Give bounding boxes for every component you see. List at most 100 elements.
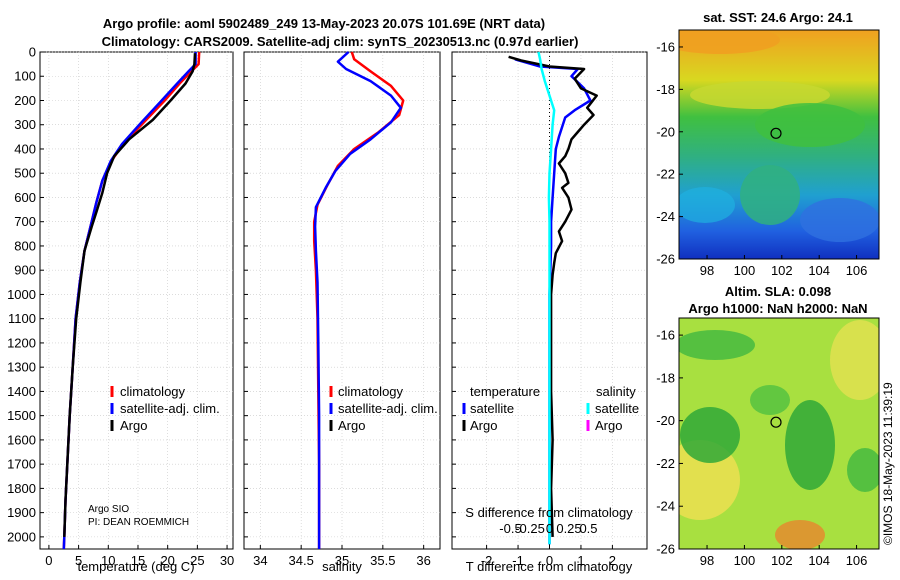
- x-tick-label: 30: [220, 553, 234, 568]
- map-x-tick-label: 104: [808, 263, 830, 278]
- sla-map-frame: [678, 317, 880, 550]
- map-y-tick-label: -26: [656, 542, 675, 557]
- x-tick-label: 35: [335, 553, 349, 568]
- salinity-xlabel: salinity: [322, 559, 362, 574]
- map-y-tick-label: -16: [656, 39, 675, 54]
- imos-credit: ©IMOS 18-May-2023 11:39:19: [881, 382, 895, 545]
- legend-label-t-argo: Argo: [470, 418, 497, 433]
- salinity-axes-box: [243, 51, 441, 550]
- y-tick-label: 400: [14, 141, 36, 156]
- y-tick-label: 1900: [7, 505, 36, 520]
- sst-yellow-patch: [690, 81, 830, 109]
- argo-location-marker: [770, 416, 782, 428]
- salinity-panel: 34 34.5 35 35.5 36 salinity climatology sate…: [243, 51, 441, 574]
- sla-field: [679, 318, 879, 549]
- y-tick-label: 1100: [8, 311, 36, 326]
- x-tick-label: 0: [45, 553, 52, 568]
- x-tick-label: 36: [416, 553, 430, 568]
- map-y-tick-label: -18: [656, 82, 675, 97]
- title-line2: Climatology: CARS2009. Satellite-adj cli…: [102, 34, 579, 49]
- sla-yellow-patch: [830, 320, 879, 400]
- s-difference-label: S difference from climatology: [465, 505, 633, 520]
- series-line-argo: [63, 53, 197, 537]
- sst-map-frame: [678, 29, 880, 260]
- x-tick-label: 34: [253, 553, 267, 568]
- temperature-legend: climatology satellite-adj. clim. Argo: [110, 384, 220, 433]
- map-y-tick-label: -24: [656, 209, 675, 224]
- x-tick-label: -2: [481, 553, 493, 568]
- difference-xlabel: T difference from climatology: [466, 559, 633, 574]
- x-tick-label: 20: [160, 553, 174, 568]
- x-tick-label: 2: [609, 553, 616, 568]
- x-tick-label: 15: [131, 553, 145, 568]
- series-line-t-argo: [508, 55, 598, 537]
- sst-green-patch: [755, 103, 865, 147]
- sla-yellow-patch: [679, 440, 740, 520]
- sst-warm-patch: [679, 30, 780, 54]
- y-tick-label: 1500: [7, 408, 36, 423]
- temperature-panel: 0100200300400500600700800900100011001200…: [7, 45, 234, 575]
- map-y-tick-label: -20: [656, 124, 675, 139]
- y-tick-label: 500: [14, 166, 36, 181]
- sst-teal-patch: [740, 165, 800, 225]
- legend-label-argo: Argo: [120, 418, 147, 433]
- sla-orange-patch: [775, 520, 825, 549]
- y-tick-label: 1200: [7, 335, 36, 350]
- map-y-tick-label: -18: [656, 370, 675, 385]
- map-y-tick-label: -24: [656, 499, 675, 514]
- sst-blue-patch: [800, 198, 879, 242]
- salinity-legend: climatology satellite-adj. clim. Argo: [329, 384, 438, 433]
- map-y-tick-label: -16: [656, 328, 675, 343]
- sla-green-patch: [750, 385, 790, 415]
- legend-header-temperature: temperature: [470, 384, 540, 399]
- sst-cyan-patch: [679, 187, 735, 223]
- sla-map-title-line2: Argo h1000: NaN h2000: NaN: [688, 301, 867, 316]
- x-tick-label: -1: [512, 553, 524, 568]
- y-tick-label: 2000: [7, 529, 36, 544]
- legend-label-s-satellite: satellite: [595, 401, 639, 416]
- x-tick-label: 34.5: [289, 553, 314, 568]
- legend-header-salinity: salinity: [596, 384, 636, 399]
- s-tick-label: 0.25: [556, 521, 581, 536]
- pi-info-line2: PI: DEAN ROEMMICH: [88, 517, 189, 528]
- argo-location-marker: [770, 127, 782, 139]
- pi-info-line1: Argo SIO: [88, 504, 129, 515]
- x-tick-label: 25: [190, 553, 204, 568]
- map-x-tick-label: 106: [846, 553, 868, 568]
- map-x-tick-label: 98: [700, 263, 714, 278]
- y-tick-label: 1000: [7, 287, 36, 302]
- map-x-tick-label: 104: [808, 553, 830, 568]
- map-x-tick-label: 98: [700, 553, 714, 568]
- y-tick-label: 0: [29, 45, 36, 60]
- map-x-tick-label: 102: [771, 553, 793, 568]
- map-y-tick-label: -22: [656, 456, 675, 471]
- y-tick-label: 100: [14, 69, 36, 84]
- x-tick-label: 35.5: [370, 553, 395, 568]
- x-tick-label: 5: [75, 553, 82, 568]
- map-x-tick-label: 102: [771, 263, 793, 278]
- map-x-tick-label: 106: [846, 263, 868, 278]
- legend-label-argo: Argo: [338, 418, 365, 433]
- sla-map: Altim. SLA: 0.098 Argo h1000: NaN h2000:…: [656, 284, 880, 568]
- map-y-tick-label: -20: [656, 413, 675, 428]
- map-y-tick-label: -22: [656, 167, 675, 182]
- difference-panel: -2 -1 0 1 2 T difference from climatology S …: [451, 51, 648, 574]
- legend-label-t-satellite: satellite: [470, 401, 514, 416]
- sst-field: [679, 30, 879, 259]
- map-x-tick-label: 100: [734, 263, 756, 278]
- sla-map-title-line1: Altim. SLA: 0.098: [725, 284, 831, 299]
- legend-label-climatology: climatology: [120, 384, 186, 399]
- map-x-tick-label: 100: [734, 553, 756, 568]
- y-tick-label: 200: [14, 93, 36, 108]
- y-tick-label: 300: [14, 117, 36, 132]
- sst-map-title: sat. SST: 24.6 Argo: 24.1: [703, 10, 853, 25]
- legend-label-s-argo: Argo: [595, 418, 622, 433]
- map-y-tick-label: -26: [656, 252, 675, 267]
- sst-map: sat. SST: 24.6 Argo: 24.1 98 100 102 104 106…: [656, 10, 880, 278]
- y-tick-label: 1800: [7, 481, 36, 496]
- legend-label-satellite: satellite-adj. clim.: [120, 401, 220, 416]
- s-tick-label: -0.5: [499, 521, 521, 536]
- sla-green-patch: [785, 400, 835, 490]
- s-tick-label: 0.5: [579, 521, 597, 536]
